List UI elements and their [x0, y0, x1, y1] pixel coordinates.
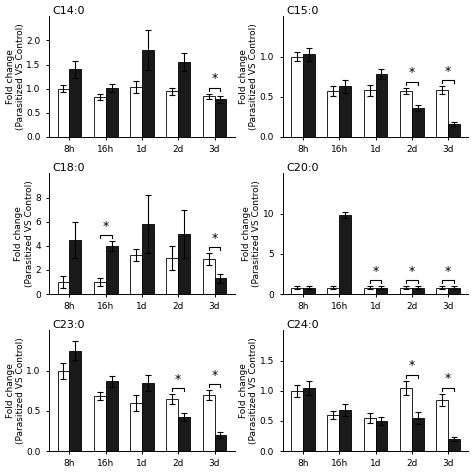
Bar	[339, 215, 351, 294]
Bar	[202, 96, 215, 137]
Bar	[106, 246, 118, 294]
Bar	[339, 410, 351, 451]
Bar	[364, 91, 375, 137]
Bar	[166, 258, 178, 294]
Bar	[412, 108, 424, 137]
Text: *: *	[409, 264, 415, 278]
Bar	[364, 288, 375, 294]
Bar	[130, 255, 142, 294]
Bar	[448, 124, 460, 137]
Text: C20:0: C20:0	[286, 163, 319, 173]
Bar	[375, 74, 387, 137]
Bar	[327, 415, 339, 451]
Text: *: *	[175, 373, 182, 385]
Bar	[142, 383, 154, 451]
Bar	[70, 240, 82, 294]
Bar	[215, 100, 227, 137]
Bar	[448, 439, 460, 451]
Text: C14:0: C14:0	[53, 6, 85, 16]
Bar	[70, 351, 82, 451]
Text: *: *	[445, 65, 451, 78]
Bar	[215, 435, 227, 451]
Bar	[400, 388, 412, 451]
Y-axis label: Fold change
(Parasitized VS Control): Fold change (Parasitized VS Control)	[6, 23, 25, 130]
Text: *: *	[373, 264, 379, 278]
Bar	[94, 282, 106, 294]
Bar	[106, 381, 118, 451]
Text: *: *	[211, 72, 218, 85]
Bar	[291, 288, 303, 294]
Text: *: *	[211, 369, 218, 382]
Text: C24:0: C24:0	[286, 319, 319, 330]
Text: *: *	[445, 264, 451, 278]
Bar	[327, 288, 339, 294]
Bar	[130, 403, 142, 451]
Bar	[303, 388, 315, 451]
Bar	[106, 88, 118, 137]
Text: *: *	[445, 373, 451, 385]
Y-axis label: Fold change
(Parasitized VS Control): Fold change (Parasitized VS Control)	[239, 337, 258, 444]
Bar	[375, 421, 387, 451]
Y-axis label: Fold change
(Parasitized VS Control): Fold change (Parasitized VS Control)	[239, 23, 258, 130]
Text: *: *	[409, 359, 415, 372]
Text: *: *	[102, 219, 109, 233]
Bar	[178, 62, 190, 137]
Y-axis label: Fold change
(Parasitized VS Control): Fold change (Parasitized VS Control)	[14, 180, 34, 287]
Bar	[94, 97, 106, 137]
Bar	[142, 224, 154, 294]
Bar	[412, 288, 424, 294]
Bar	[70, 69, 82, 137]
Y-axis label: Fold change
(Parasitized VS Control): Fold change (Parasitized VS Control)	[6, 337, 25, 444]
Bar	[94, 396, 106, 451]
Bar	[303, 288, 315, 294]
Bar	[375, 288, 387, 294]
Bar	[57, 282, 70, 294]
Bar	[400, 91, 412, 137]
Bar	[436, 400, 448, 451]
Text: C23:0: C23:0	[53, 319, 85, 330]
Text: C18:0: C18:0	[53, 163, 85, 173]
Bar	[202, 395, 215, 451]
Bar	[327, 91, 339, 137]
Y-axis label: Fold change
(Parasitized VS Control): Fold change (Parasitized VS Control)	[242, 180, 261, 287]
Bar	[166, 399, 178, 451]
Bar	[400, 288, 412, 294]
Bar	[178, 234, 190, 294]
Bar	[303, 54, 315, 137]
Bar	[412, 418, 424, 451]
Text: C15:0: C15:0	[286, 6, 319, 16]
Bar	[448, 288, 460, 294]
Text: *: *	[409, 66, 415, 80]
Bar	[436, 91, 448, 137]
Bar	[166, 91, 178, 137]
Bar	[202, 259, 215, 294]
Bar	[142, 50, 154, 137]
Bar	[215, 278, 227, 294]
Bar	[339, 86, 351, 137]
Bar	[57, 89, 70, 137]
Bar	[436, 288, 448, 294]
Bar	[130, 87, 142, 137]
Text: *: *	[211, 232, 218, 245]
Bar	[364, 418, 375, 451]
Bar	[178, 417, 190, 451]
Bar	[57, 371, 70, 451]
Bar	[291, 391, 303, 451]
Bar	[291, 56, 303, 137]
